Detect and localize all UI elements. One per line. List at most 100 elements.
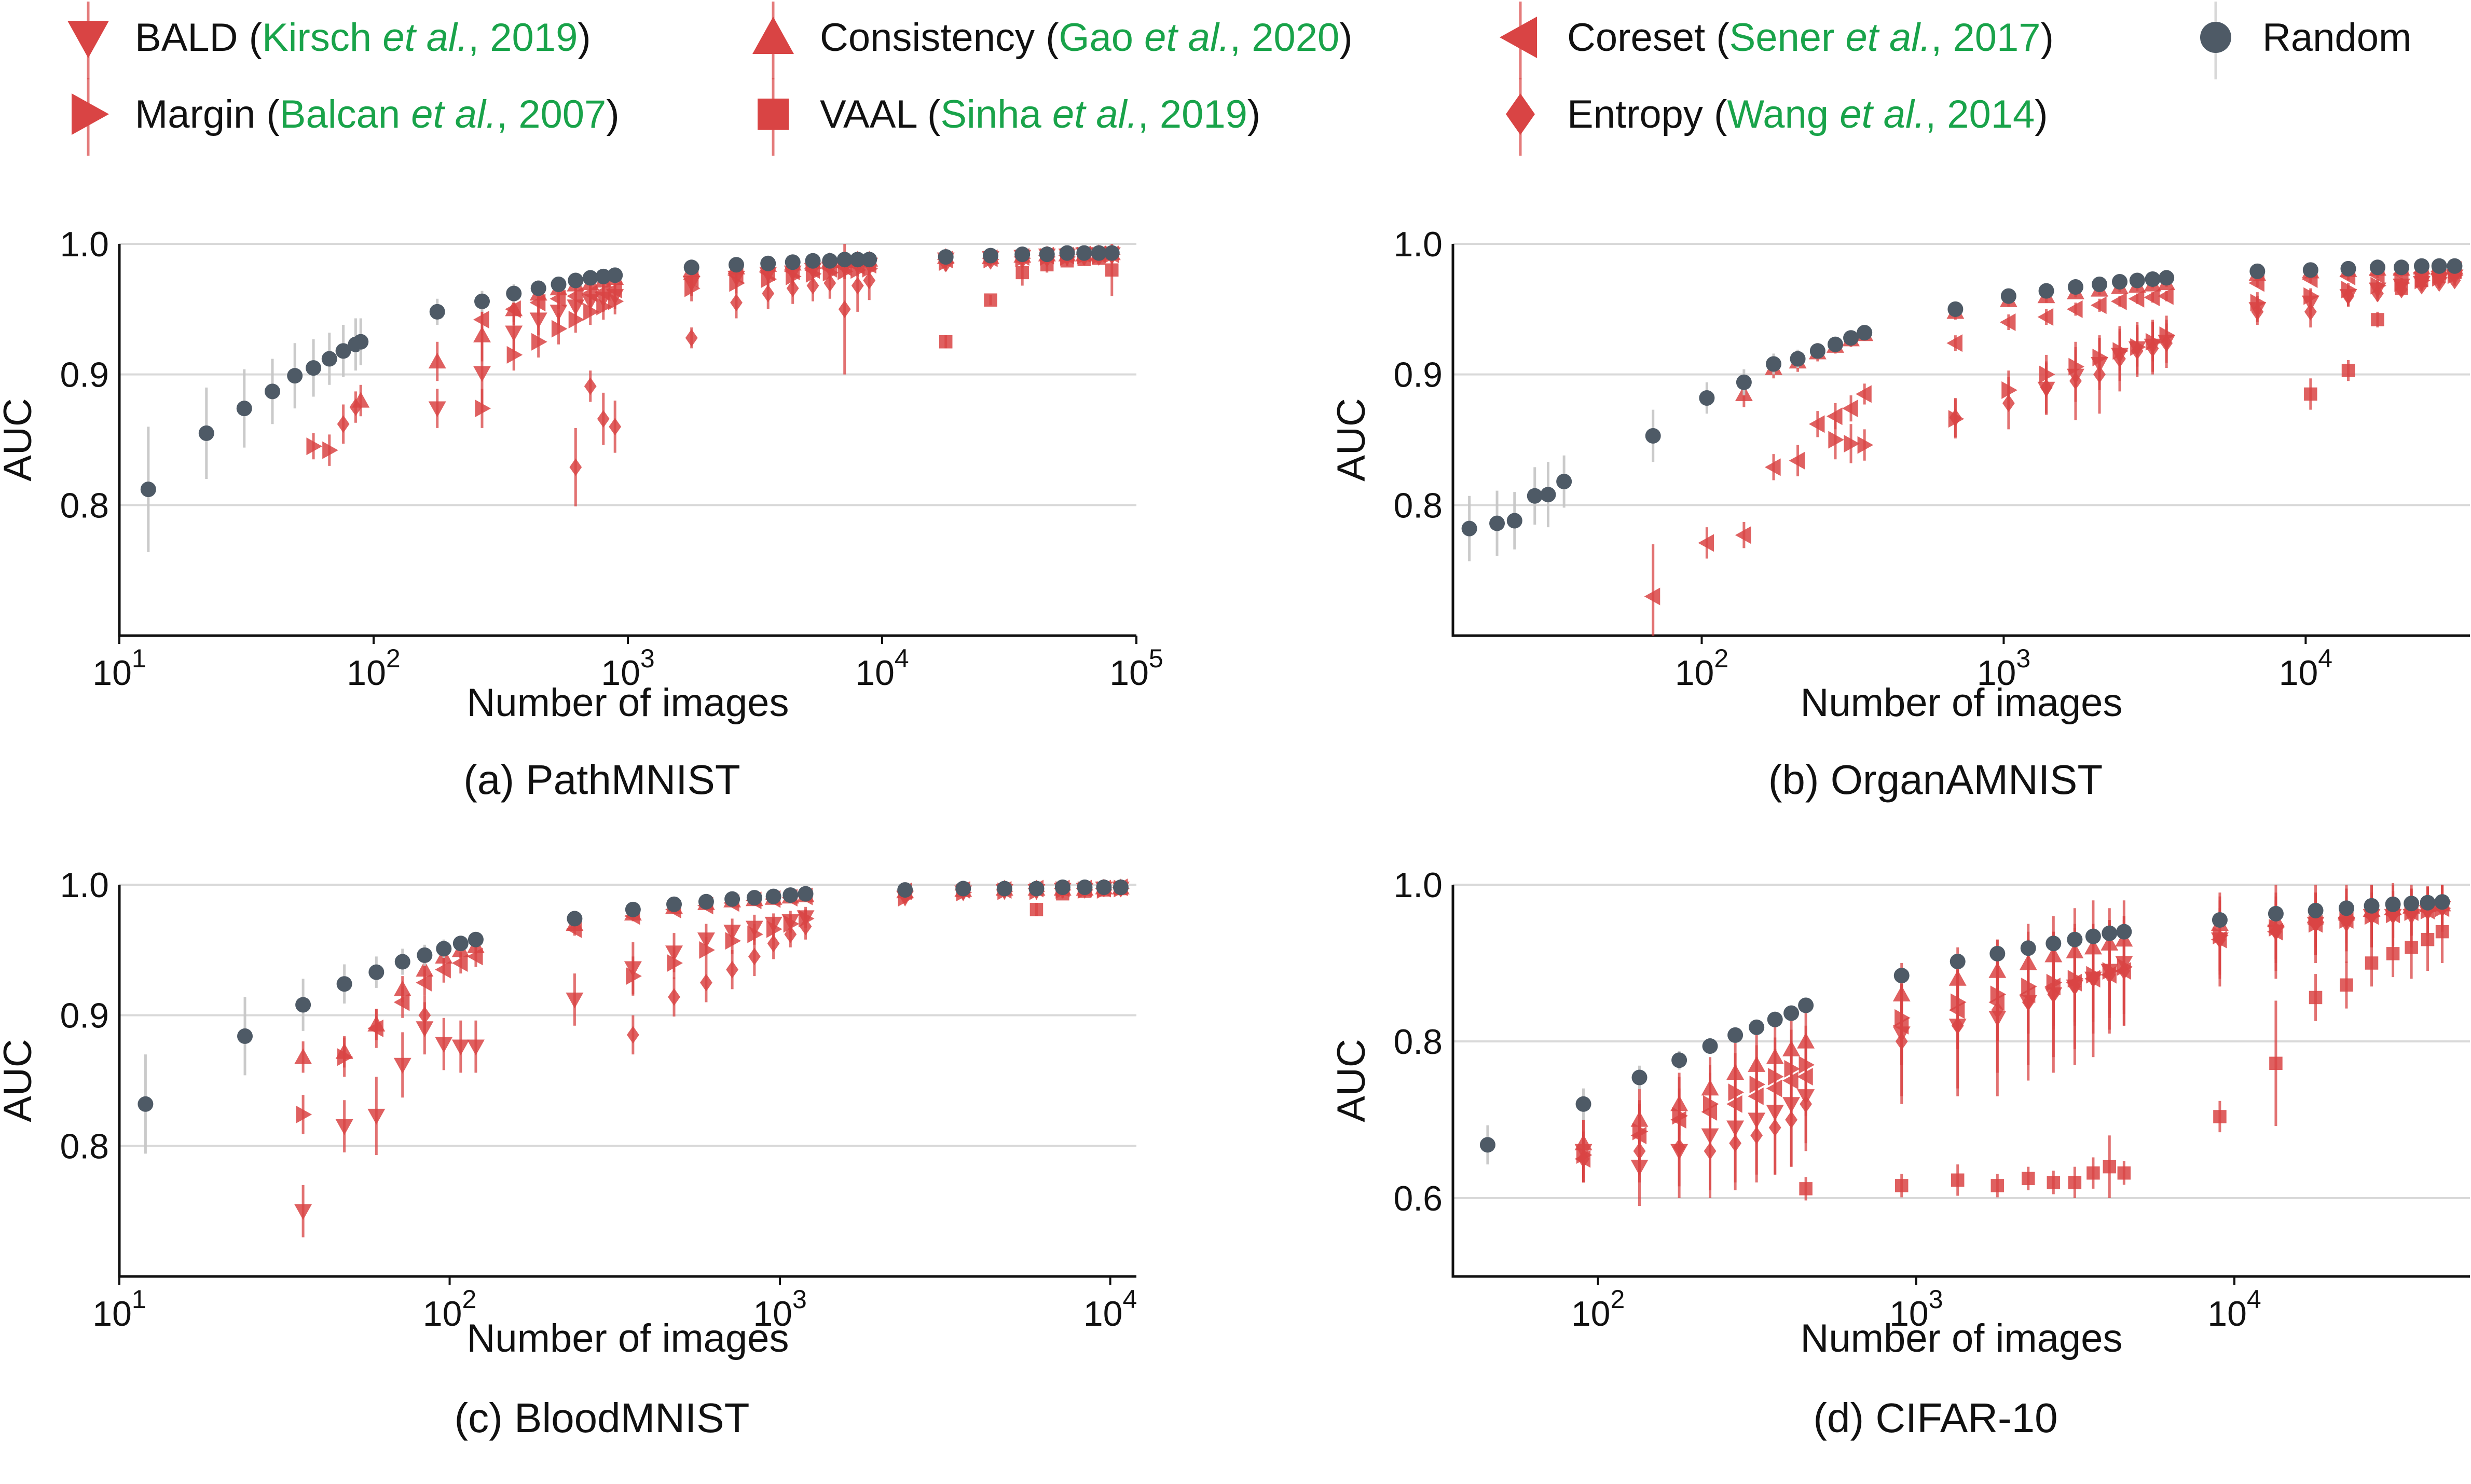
data-point [1461, 520, 1477, 537]
data-point [799, 917, 812, 936]
data-point [1104, 245, 1120, 261]
series-bald [294, 881, 1130, 1238]
y-tick-label: 0.9 [1393, 355, 1443, 395]
data-point [2212, 912, 2228, 928]
data-point [2085, 928, 2101, 944]
data-point [783, 887, 799, 903]
data-point [765, 888, 781, 904]
data-point [394, 954, 410, 970]
data-point [2047, 1176, 2061, 1189]
data-point [393, 993, 410, 1011]
data-point [353, 334, 369, 350]
series-margin [1828, 266, 2464, 463]
data-point [1766, 356, 1782, 372]
data-point [2340, 911, 2353, 929]
data-point [730, 294, 743, 312]
data-point [1671, 1052, 1687, 1068]
data-point [2022, 1172, 2035, 1185]
data-point [2371, 313, 2384, 326]
data-point [294, 1048, 312, 1064]
data-point [138, 1096, 154, 1112]
data-point [2447, 258, 2463, 274]
series-entropy [337, 244, 1118, 506]
data-point [2385, 896, 2401, 912]
data-point [1946, 334, 1962, 352]
data-point [2248, 274, 2264, 292]
data-point [938, 249, 954, 265]
data-point [2117, 1166, 2131, 1180]
data-point [728, 257, 744, 273]
data-point [335, 343, 351, 359]
y-tick-label: 1.0 [60, 225, 109, 264]
y-tick-label: 0.8 [60, 486, 109, 525]
data-point [1735, 526, 1751, 544]
data-point [2091, 296, 2107, 314]
y-tick-label: 1.0 [1393, 225, 1443, 264]
data-point [295, 997, 311, 1013]
x-tick-label: 102 [347, 644, 400, 693]
data-point [1857, 325, 1873, 341]
data-point [1809, 343, 1825, 359]
y-tick-label: 1.0 [60, 865, 109, 905]
data-point [1947, 301, 1964, 317]
data-point [668, 988, 680, 1006]
data-point [551, 320, 568, 338]
data-point [1014, 246, 1031, 263]
data-point [435, 1037, 453, 1053]
y-tick-label: 0.9 [60, 996, 109, 1036]
x-axis-label: Number of images [1801, 681, 2123, 725]
data-point [2308, 902, 2324, 918]
data-point [955, 881, 971, 897]
x-tick-label: 104 [2279, 644, 2332, 693]
data-point [529, 294, 546, 312]
data-point [1950, 953, 1966, 969]
data-point [1729, 1134, 1741, 1152]
data-point [597, 410, 610, 428]
data-point [1857, 436, 1874, 454]
data-point [551, 277, 567, 293]
axes-frame [118, 885, 1136, 1278]
plot-area [1479, 883, 2451, 1206]
data-point [2093, 365, 2106, 383]
data-point [1489, 515, 1505, 531]
data-point [1699, 390, 1715, 406]
data-point [569, 458, 582, 476]
data-point [1039, 246, 1055, 263]
y-axis-label: AUC [1329, 1039, 1374, 1122]
legend-label: Consistency (Gao et al., 2020) [820, 16, 1353, 60]
data-point [1506, 513, 1522, 529]
data-point [1105, 263, 1119, 277]
data-point [393, 1057, 411, 1074]
data-point [1790, 351, 1806, 367]
data-point [1527, 488, 1543, 504]
panel-2: 0.8 0.9 1.0 102 103 104 Number of images AUC (b)… [1329, 225, 2470, 803]
data-point [1826, 407, 1843, 425]
data-point [699, 941, 715, 959]
data-point [823, 274, 836, 292]
data-point [1765, 458, 1781, 476]
data-point [2393, 259, 2409, 276]
data-point [685, 329, 698, 347]
legend-label: Random [2262, 16, 2411, 60]
data-point [2448, 271, 2461, 290]
data-point [2103, 1160, 2117, 1174]
data-point [1785, 1111, 1797, 1129]
data-point [2302, 262, 2318, 278]
data-point [806, 277, 819, 295]
data-point [337, 415, 350, 433]
data-point [897, 882, 913, 898]
data-point [2068, 978, 2081, 996]
data-point [1091, 245, 1107, 261]
data-point [335, 1119, 353, 1135]
data-point [566, 992, 584, 1009]
x-tick-label: 103 [1977, 644, 2030, 693]
data-point [567, 287, 583, 305]
data-point [2270, 923, 2282, 941]
data-point [798, 886, 814, 902]
data-point [1077, 880, 1093, 896]
data-point [236, 401, 252, 417]
legend-marker-triangle-up [752, 17, 794, 54]
legend: BALD (Kirsch et al., 2019) Consistency (G… [0, 0, 2471, 156]
data-point [1575, 1096, 1591, 1112]
data-point [1698, 534, 1714, 552]
